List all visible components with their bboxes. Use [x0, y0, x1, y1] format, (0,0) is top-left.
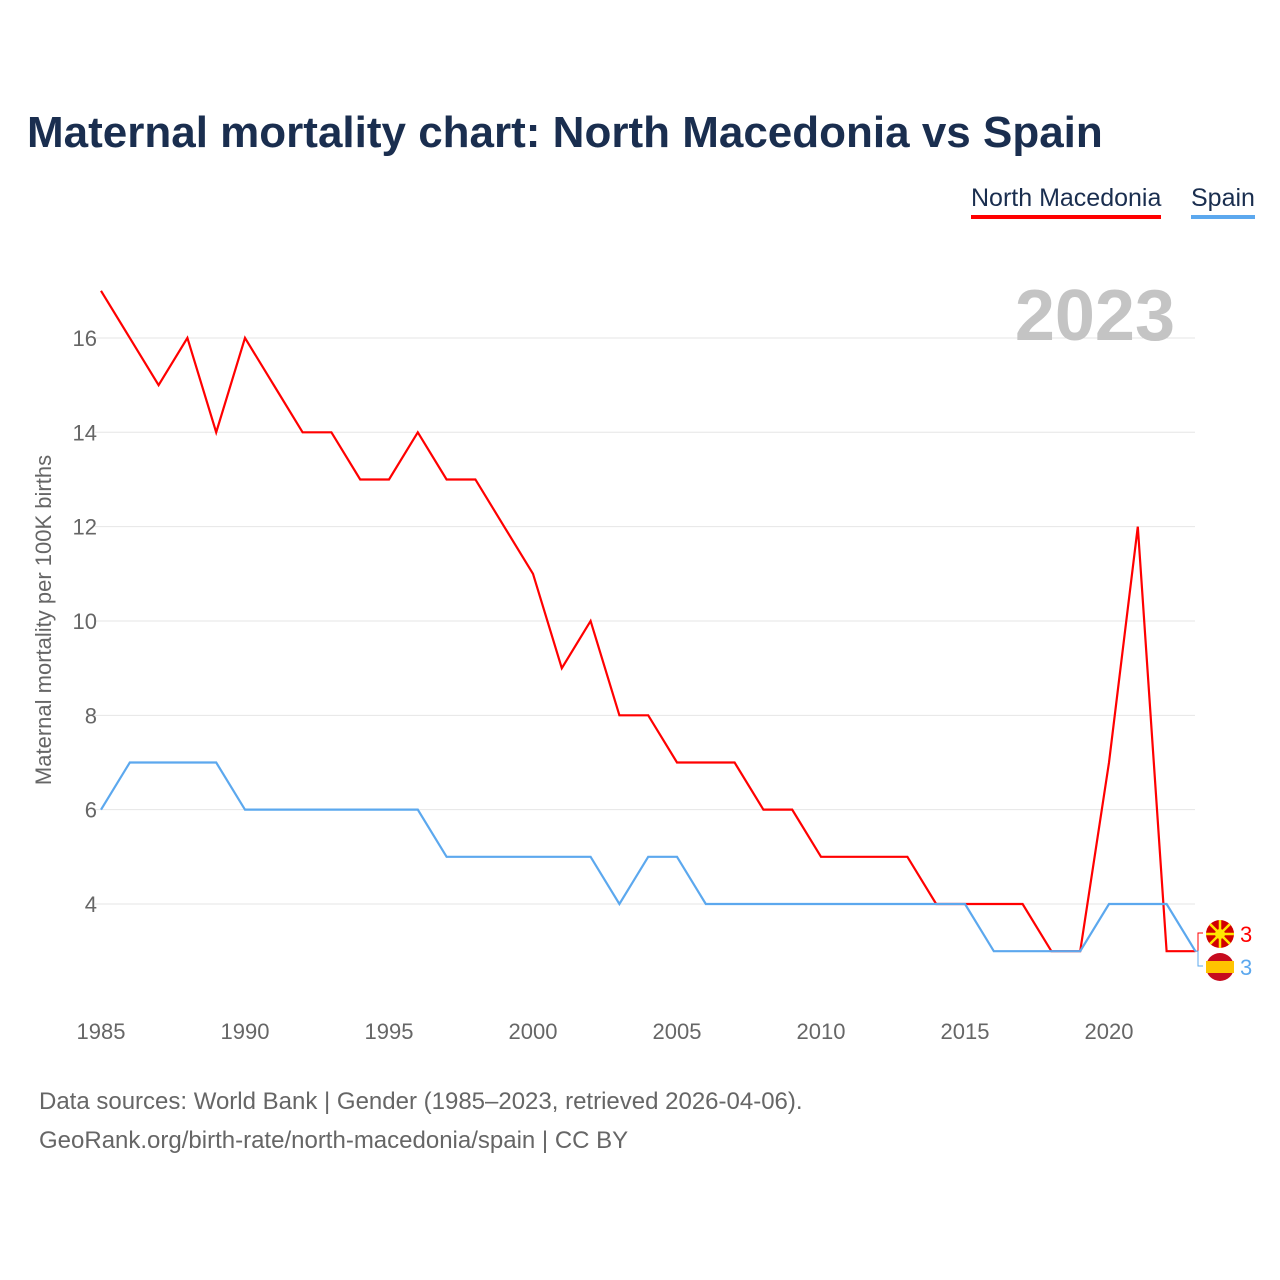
end-connector — [1195, 932, 1203, 952]
flag-ray — [1209, 933, 1221, 945]
x-tick-label: 1985 — [77, 1019, 126, 1044]
legend-spain[interactable]: Spain — [1191, 184, 1255, 219]
x-tick-label: 1995 — [365, 1019, 414, 1044]
flag-ray — [1219, 923, 1231, 935]
series-line-spain — [100, 761, 1197, 953]
y-tick-label: 12 — [73, 515, 97, 540]
flag-stripe — [1206, 961, 1234, 973]
footer-sources: Data sources: World Bank | Gender (1985–… — [39, 1088, 803, 1115]
x-tick-label: 2010 — [797, 1019, 846, 1044]
series-line-north-macedonia — [100, 290, 1196, 953]
flag-ray — [1209, 923, 1221, 935]
x-tick-label: 2000 — [509, 1019, 558, 1044]
y-tick-label: 6 — [85, 798, 97, 823]
x-tick-label: 2015 — [941, 1019, 990, 1044]
chart-title: Maternal mortality chart: North Macedoni… — [27, 108, 1103, 157]
year-label: 2023 — [1015, 276, 1175, 356]
x-tick-label: 1990 — [221, 1019, 270, 1044]
x-tick-label: 2005 — [653, 1019, 702, 1044]
flag-ray — [1219, 933, 1231, 945]
y-tick-label: 8 — [85, 703, 97, 728]
footer-link[interactable]: GeoRank.org/birth-rate/north-macedonia/s… — [39, 1127, 629, 1154]
x-tick-label: 2020 — [1085, 1019, 1134, 1044]
y-tick-label: 14 — [73, 420, 97, 445]
end-connector — [1195, 950, 1203, 967]
end-value-label: 3 — [1240, 955, 1252, 980]
y-tick-label: 4 — [85, 892, 97, 917]
y-tick-label: 16 — [73, 326, 97, 351]
legend-north-macedonia[interactable]: North Macedonia — [971, 184, 1162, 219]
y-tick-label: 10 — [73, 609, 97, 634]
y-axis-label: Maternal mortality per 100K births — [31, 455, 56, 785]
end-value-label: 3 — [1240, 922, 1252, 947]
